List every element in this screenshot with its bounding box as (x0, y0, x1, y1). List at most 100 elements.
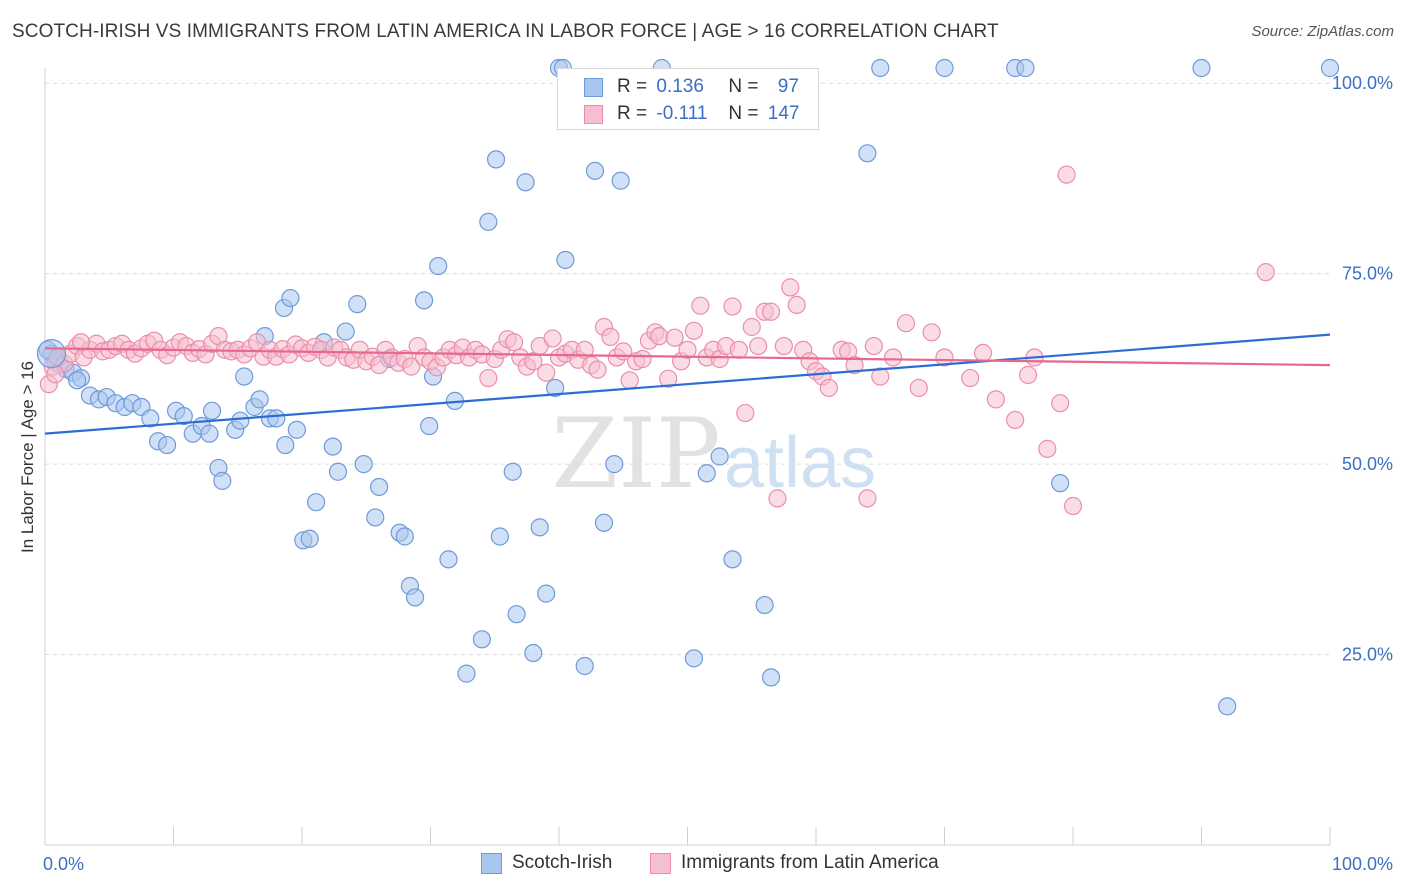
scotch-irish-point (575, 656, 594, 676)
scotch-irish-point (1320, 58, 1340, 78)
scotch-irish-point (697, 464, 716, 483)
latin-america-point (819, 378, 838, 398)
latin-america-point (774, 336, 793, 356)
trend-layer (44, 333, 1331, 435)
scotch-irish-point (414, 291, 434, 310)
scotch-irish-point (710, 447, 729, 466)
latin-america-point (723, 297, 742, 316)
y-tick-label: 100.0% (1332, 73, 1393, 93)
latin-america-point (46, 365, 65, 384)
stats-row-scotch-irish: R = 0.136 N = 97 (558, 73, 799, 101)
source-credit: Source: ZipAtlas.com (1251, 23, 1394, 40)
legend-item-scotch-irish[interactable]: Scotch-Irish (481, 852, 612, 874)
scotch-irish-point (405, 588, 425, 607)
x-tick-label: 0.0% (43, 854, 84, 874)
legend-swatch-blue (481, 852, 502, 874)
scotch-irish-point (267, 409, 286, 428)
scotch-irish-point (323, 437, 342, 456)
axis-layer (44, 68, 1331, 846)
scotch-irish-point (370, 477, 389, 497)
scotch-irish-point (307, 493, 326, 512)
latin-america-point (659, 369, 678, 388)
r-value: 0.136 (656, 76, 704, 97)
scotch-irish-point (174, 407, 193, 426)
latin-america-point (1051, 394, 1070, 413)
legend-label: Immigrants from Latin America (681, 852, 939, 873)
latin-america-point (1006, 410, 1025, 430)
scotch-irish-point (366, 508, 385, 527)
latin-america-point (71, 333, 91, 352)
scotch-irish-point (530, 518, 549, 537)
n-label: N = (728, 103, 759, 124)
scotch-irish-point (300, 529, 319, 548)
scotch-irish-point (507, 605, 526, 624)
scotch-irish-point (479, 212, 498, 231)
scotch-irish-point (472, 630, 491, 649)
latin-america-point (684, 321, 704, 340)
scotch-irish-point (202, 401, 222, 420)
scotch-irish-point (594, 513, 614, 532)
scotch-irish-point (546, 378, 565, 398)
legend-item-latin-america[interactable]: Immigrants from Latin America (650, 852, 939, 874)
scotch-irish-point (524, 643, 543, 663)
latin-america-point (787, 295, 806, 315)
legend-label: Scotch-Irish (512, 852, 613, 873)
latin-america-point (620, 371, 639, 390)
r-label: R = (617, 103, 648, 124)
scotch-irish-point (723, 550, 742, 569)
chart-title: SCOTCH-IRISH VS IMMIGRANTS FROM LATIN AM… (12, 21, 999, 42)
scotch-irish-point (420, 416, 439, 436)
scotch-irish-point (395, 527, 414, 546)
scotch-irish-point (348, 295, 367, 314)
latin-america-point (858, 489, 877, 508)
latin-america-point (1057, 165, 1076, 184)
scotch-irish-point (287, 420, 306, 439)
latin-america-point (650, 327, 669, 346)
scotch-irish-point (537, 584, 556, 603)
latin-america-point (883, 348, 903, 367)
latin-america-point (1063, 496, 1083, 516)
scotch-irish-point (336, 322, 355, 341)
y-tick-label: 50.0% (1342, 454, 1393, 474)
scotch-irish-point (556, 250, 575, 270)
scotch-irish-point (439, 550, 458, 569)
latin-america-point (479, 368, 498, 388)
scotch-irish-point (503, 462, 522, 481)
scotch-irish-point (486, 150, 506, 169)
latin-america-point (504, 333, 524, 352)
scotch-irish-point (281, 288, 300, 308)
points-layer (36, 58, 1340, 716)
scotch-irish-point (354, 455, 373, 474)
latin-america-point (871, 367, 890, 386)
watermark-zip: ZIP (551, 398, 720, 510)
scotch-irish-point (1192, 58, 1211, 78)
latin-america-point (402, 357, 421, 376)
scotch-irish-point (611, 171, 630, 190)
latin-america-trendline (44, 347, 1331, 367)
latin-america-point (524, 352, 543, 371)
r-value: -0.111 (656, 103, 708, 124)
grid-layer (45, 82, 1330, 656)
latin-america-point (742, 317, 761, 337)
latin-america-point (575, 340, 594, 359)
scotch-irish-point (157, 435, 177, 455)
latin-america-point (749, 336, 768, 356)
latin-america-point (729, 340, 749, 359)
watermark-atlas: atlas (724, 423, 876, 503)
y-tick-label: 25.0% (1342, 645, 1393, 665)
latin-america-point (781, 278, 800, 297)
n-value: 97 (777, 76, 799, 97)
latin-america-point (973, 343, 993, 362)
scotch-irish-point (935, 58, 954, 78)
scotch-irish-point (761, 668, 781, 687)
scotch-irish-point (68, 371, 87, 390)
scotch-irish-point (235, 367, 254, 386)
scotch-irish-trendline (44, 333, 1331, 435)
scotch-irish-point (684, 649, 704, 668)
latin-america-point (896, 314, 916, 333)
latin-america-point (1018, 365, 1038, 385)
latin-america-point (864, 336, 883, 356)
x-tick-label: 100.0% (1332, 854, 1393, 874)
latin-america-point (691, 296, 710, 315)
